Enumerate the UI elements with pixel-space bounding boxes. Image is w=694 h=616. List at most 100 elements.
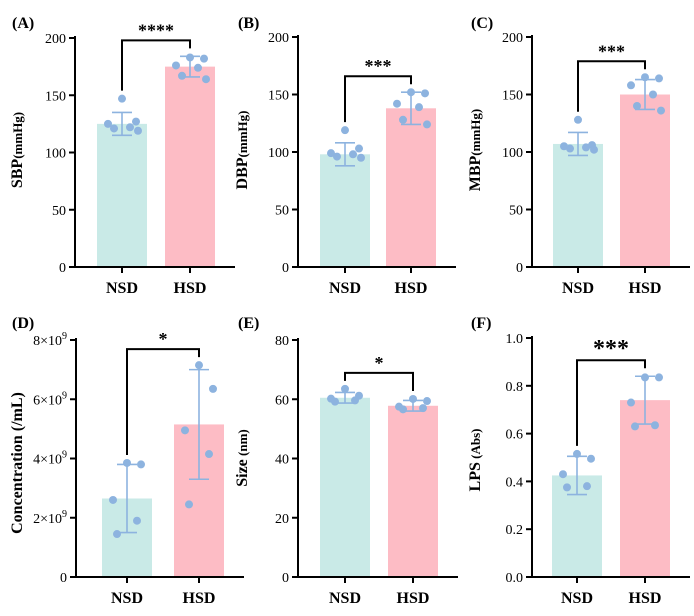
data-point-hsd: [627, 398, 635, 407]
y-tick-exponent: 9: [62, 331, 67, 342]
significance-marker: *: [375, 353, 384, 373]
panel-letter: (C): [471, 15, 493, 32]
data-point-hsd: [641, 73, 649, 82]
y-tick-label: 0: [59, 261, 66, 276]
y-axis-title-unit: (mmHg): [235, 111, 250, 158]
y-tick-label: 8×109: [33, 331, 67, 349]
y-axis-title-main: Concentration: [9, 435, 26, 534]
x-tick-label-hsd: HSD: [629, 280, 662, 297]
y-tick-label: 100: [45, 147, 66, 162]
data-point-nsd: [137, 460, 145, 469]
chart-panel-b: (B) 0 50 100 150 200 NSD HSD DBP(mmHg) ***: [234, 15, 456, 297]
significance-bracket: [344, 371, 414, 391]
y-tick-label: 0: [282, 571, 289, 586]
error-bar-hsd: [189, 368, 209, 481]
bar-hsd: [620, 94, 670, 267]
y-tick-label: 0: [282, 261, 289, 276]
data-point-hsd: [185, 500, 193, 509]
x-tick-label-hsd: HSD: [183, 590, 216, 607]
data-point-nsd: [560, 142, 568, 151]
y-tick-label: 0: [60, 571, 67, 586]
data-point-hsd: [186, 53, 194, 62]
y-axis-title: DBP(mmHg): [234, 111, 251, 190]
y-tick-label: 20: [275, 512, 289, 527]
data-point-hsd: [655, 373, 663, 382]
data-point-nsd: [566, 144, 574, 153]
y-tick-label: 200: [45, 32, 66, 47]
x-tick-label-nsd: NSD: [111, 590, 143, 607]
data-point-hsd: [423, 120, 431, 129]
significance-marker: ****: [138, 20, 174, 40]
data-point-nsd: [333, 152, 341, 161]
y-tick-label: 80: [275, 334, 289, 349]
significance-bracket: [121, 39, 191, 91]
data-point-hsd: [409, 394, 417, 403]
error-bar-nsd: [112, 111, 132, 137]
data-point-nsd: [123, 458, 131, 467]
data-point-nsd: [118, 94, 126, 103]
chart-panel-a: (A) 0 50 100 150 200 NSD HSD SBP(mmHg) ****: [9, 15, 235, 297]
data-point-nsd: [109, 495, 117, 504]
data-point-nsd: [341, 384, 349, 393]
data-point-nsd: [331, 397, 339, 406]
data-point-hsd: [415, 103, 423, 112]
data-point-hsd: [202, 75, 210, 84]
y-tick-label: 1.0: [506, 332, 524, 347]
bar-hsd: [388, 405, 438, 577]
y-tick-label: 2×109: [33, 509, 67, 527]
x-tick-label-hsd: HSD: [397, 590, 430, 607]
significance-bracket: [577, 60, 646, 112]
chart-panel-e: (E) 0 20 40 60 80 NSD HSD Size (nm) *: [234, 315, 458, 607]
data-point-nsd: [113, 530, 121, 539]
y-tick-label: 4×109: [33, 450, 67, 468]
data-point-nsd: [104, 119, 112, 128]
y-tick-label: 50: [275, 204, 289, 219]
y-tick-exponent: 9: [62, 390, 67, 401]
y-tick-label: 50: [509, 204, 523, 219]
y-tick-label: 0.2: [506, 523, 524, 538]
panel-letter: (A): [12, 15, 34, 32]
data-point-nsd: [132, 117, 140, 126]
x-tick-label-nsd: NSD: [329, 280, 361, 297]
significance-marker: ***: [593, 336, 629, 362]
data-point-nsd: [327, 149, 335, 158]
data-point-hsd: [200, 54, 208, 63]
x-tick-label-hsd: HSD: [629, 590, 662, 607]
y-tick-label: 100: [268, 146, 289, 161]
y-tick-label: 0.8: [506, 380, 524, 395]
data-point-nsd: [134, 126, 142, 135]
bar-hsd: [386, 108, 436, 267]
significance-bracket: [344, 75, 412, 123]
significance-marker: ***: [598, 41, 625, 61]
chart-panel-c: (C) 0 50 100 150 200 NSD HSD MBP(mmHg) ***: [467, 15, 690, 297]
y-tick-label: 40: [275, 453, 289, 468]
data-point-nsd: [126, 123, 134, 132]
bar-nsd: [97, 123, 147, 267]
x-tick-label-nsd: NSD: [106, 280, 138, 297]
data-point-hsd: [195, 361, 203, 370]
data-point-nsd: [351, 396, 359, 405]
y-axis-title-main: MBP: [467, 155, 484, 191]
data-point-hsd: [627, 81, 635, 90]
y-tick-label: 100: [502, 146, 523, 161]
data-point-nsd: [349, 150, 357, 159]
data-point-hsd: [205, 450, 213, 459]
panel-letter: (B): [238, 15, 259, 32]
y-axis-title-unit: (mmHg): [10, 112, 25, 159]
y-axis-title-unit: (nm): [235, 429, 250, 459]
bar-nsd: [320, 397, 370, 577]
data-point-nsd: [587, 454, 595, 463]
x-tick-label-hsd: HSD: [395, 280, 428, 297]
bar-hsd: [165, 66, 215, 267]
y-tick-label: 0.6: [506, 428, 524, 443]
y-tick-label: 200: [268, 31, 289, 46]
y-axis-title-main: LPS: [467, 462, 484, 491]
data-point-hsd: [649, 90, 657, 99]
y-axis-title-unit: (mmHg): [468, 109, 483, 156]
data-point-nsd: [357, 153, 365, 162]
data-point-hsd: [421, 89, 429, 98]
y-tick-label: 60: [275, 393, 289, 408]
y-axis-title: Size (nm): [234, 429, 251, 487]
data-point-hsd: [407, 88, 415, 97]
x-tick-label-nsd: NSD: [329, 590, 361, 607]
